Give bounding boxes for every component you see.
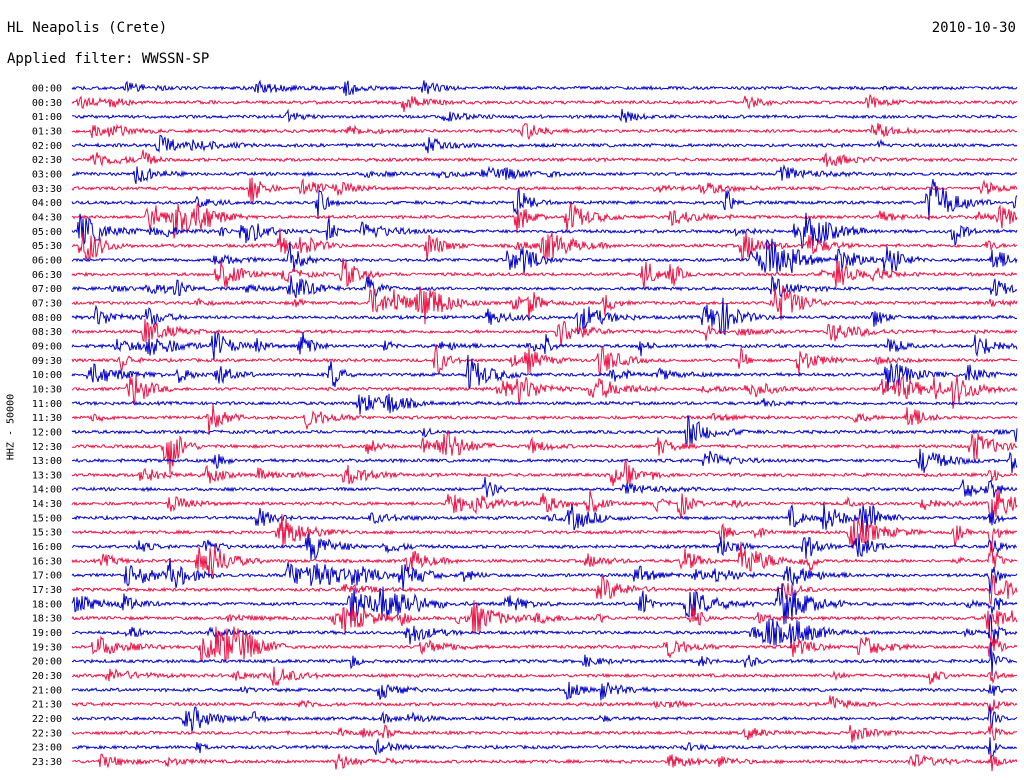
row-time-label: 13:30 [32,470,62,481]
seismic-trace [71,354,1018,392]
seismic-trace [71,108,1018,123]
row-time-label: 15:00 [32,513,62,524]
seismic-trace [72,503,1018,533]
seismic-trace [72,430,1018,474]
seismic-trace [71,149,1018,167]
seismic-trace [71,583,1018,625]
seismic-trace [71,415,1018,446]
row-time-label: 23:00 [32,743,62,754]
row-time-label: 16:30 [32,556,62,567]
row-time-label: 17:30 [32,585,62,596]
row-time-label: 05:30 [32,241,62,252]
row-time-label: 11:30 [32,413,62,424]
row-time-label: 00:00 [32,84,62,95]
row-time-label: 12:00 [32,427,62,438]
station-title: HL Neapolis (Crete) [7,20,168,36]
seismic-trace [71,489,1018,523]
row-time-label: 18:30 [32,614,62,625]
row-time-label: 08:30 [32,327,62,338]
row-time-label: 01:00 [32,112,62,123]
row-time-label: 15:30 [32,528,62,539]
row-time-label: 05:00 [32,227,62,238]
seismic-trace [71,557,1018,594]
seismic-trace [71,722,1017,743]
seismic-trace [71,212,1018,249]
seismic-trace [71,614,1018,649]
row-time-label: 06:00 [32,255,62,266]
seismic-trace [71,134,1018,154]
row-time-label: 04:30 [32,212,62,223]
seismic-trace [71,513,1018,549]
row-time-label: 00:30 [32,98,62,109]
seismic-trace [71,318,1018,347]
seismic-trace [71,258,1018,290]
row-time-label: 03:30 [32,184,62,195]
row-time-label: 04:00 [32,198,62,209]
row-time-label: 07:00 [32,284,62,295]
row-time-label: 02:30 [32,155,62,166]
seismic-trace [71,179,1018,221]
row-time-label: 22:30 [32,728,62,739]
seismic-trace [71,94,1018,113]
seismic-trace [71,374,1018,409]
seismic-trace [71,448,1018,474]
row-time-label: 06:30 [32,270,62,281]
seismic-trace [71,533,1018,560]
row-time-label: 17:00 [32,571,62,582]
row-time-label: 09:00 [32,341,62,352]
seismic-trace [71,642,1018,677]
row-time-label: 07:30 [32,298,62,309]
seismic-trace [71,238,1018,275]
row-time-label: 09:30 [32,356,62,367]
row-time-label: 10:30 [32,384,62,395]
row-time-label: 10:00 [32,370,62,381]
filter-label: Applied filter: WWSSN-SP [7,51,210,67]
row-time-label: 21:00 [32,685,62,696]
row-time-label: 02:00 [32,141,62,152]
seismic-trace [71,459,1018,486]
row-time-label: 22:00 [32,714,62,725]
seismic-trace [71,202,1018,239]
row-time-label: 14:00 [32,485,62,496]
row-time-label: 01:30 [32,126,62,137]
row-time-label: 13:00 [32,456,62,467]
row-time-label: 20:00 [32,657,62,668]
seismic-trace [72,404,1018,436]
row-time-label: 08:00 [32,313,62,324]
seismic-trace [71,753,1018,772]
seismic-trace [71,476,1018,498]
seismic-trace [71,297,1018,336]
row-time-label: 23:30 [32,757,62,768]
seismic-trace [71,164,1018,185]
seismic-trace [71,681,1018,701]
seismic-trace [71,666,1017,686]
seismic-trace [71,285,1018,325]
seismic-trace [71,177,1018,203]
seismic-trace [71,574,1018,605]
row-time-label: 18:00 [32,599,62,610]
row-time-label: 19:00 [32,628,62,639]
seismic-trace [71,541,1018,578]
seismic-trace [71,600,1018,642]
row-time-label: 19:30 [32,642,62,653]
seismic-trace [71,393,1018,415]
seismic-trace [71,330,1018,361]
row-time-label: 03:00 [32,169,62,180]
row-time-label: 21:30 [32,700,62,711]
seismic-trace [71,275,1018,299]
seismic-trace [71,344,1018,377]
row-time-label: 20:30 [32,671,62,682]
seismic-trace [71,695,1018,714]
seismic-trace [71,737,1018,759]
row-time-label: 12:30 [32,442,62,453]
row-time-label: 16:00 [32,542,62,553]
record-date: 2010-10-30 [931,20,1016,36]
row-time-label: 14:30 [32,499,62,510]
seismic-trace [71,626,1018,663]
seismic-trace [71,79,1018,96]
seismic-trace [71,706,1018,732]
seismic-trace [71,122,1018,141]
row-time-label: 11:00 [32,399,62,410]
